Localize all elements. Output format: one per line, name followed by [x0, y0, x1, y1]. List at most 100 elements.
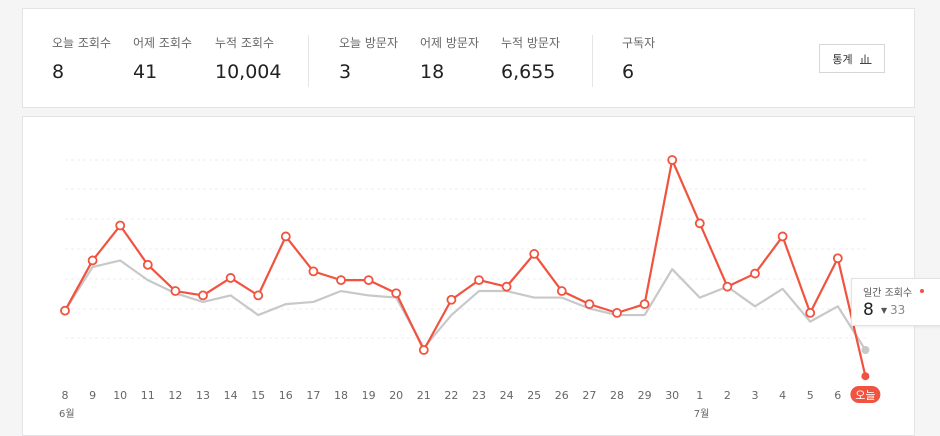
- x-tick-label: 1: [696, 389, 703, 402]
- x-tick-label: 15: [251, 389, 265, 402]
- stat-value: 6,655: [501, 61, 556, 83]
- x-tick-label: 18: [334, 389, 348, 402]
- x-tick-label: 12: [168, 389, 182, 402]
- x-tick-label: 30: [665, 389, 679, 402]
- stat-label: 구독자: [622, 36, 656, 50]
- stats-button-label: 통계: [832, 52, 853, 66]
- stat-value: 8: [52, 61, 65, 83]
- x-tick-label: 29: [638, 389, 652, 402]
- x-tick-label: 11: [141, 389, 155, 402]
- x-tick-label: 4: [779, 389, 786, 402]
- data-point-views: [694, 218, 705, 229]
- stat-value: 10,004: [215, 61, 282, 83]
- stat-label: 오늘 조회수: [52, 36, 112, 50]
- data-point-views: [501, 281, 512, 292]
- x-tick-label: 22: [444, 389, 458, 402]
- stat-label: 누적 조회수: [215, 36, 275, 50]
- stat-yesterday-visitors: 어제 방문자 18: [420, 34, 479, 83]
- data-point-views: [556, 286, 567, 296]
- x-tick-label: 21: [417, 389, 431, 402]
- stat-today-views: 오늘 조회수 8: [52, 34, 111, 83]
- month-label: 7월: [694, 408, 710, 420]
- data-point-views: [750, 268, 760, 279]
- data-point-views: [115, 220, 126, 231]
- data-point-views: [336, 275, 346, 286]
- stat-value: 6: [622, 61, 635, 83]
- data-point-views: [142, 259, 153, 270]
- stat-today-visitors: 오늘 방문자 3: [339, 34, 398, 83]
- data-point-views: [722, 281, 733, 292]
- data-point-views: [60, 305, 70, 316]
- stat-label: 오늘 방문자: [339, 36, 399, 50]
- bar-chart-icon: [859, 54, 872, 64]
- stat-value: 18: [420, 61, 445, 83]
- stat-total-visitors: 누적 방문자 6,655: [501, 34, 560, 83]
- month-label: 6월: [59, 408, 75, 420]
- data-point-views: [253, 290, 264, 301]
- x-tick-label: 27: [582, 389, 596, 402]
- data-point-views: [805, 307, 816, 318]
- divider: [592, 35, 593, 87]
- data-point-views: [667, 155, 678, 165]
- x-tick-label: 23: [472, 389, 486, 402]
- data-point-views: [198, 290, 208, 301]
- data-point-views: [280, 231, 291, 242]
- x-tick-label: 28: [610, 389, 624, 402]
- x-tick-label: 오늘: [855, 389, 875, 402]
- data-point-views: [225, 273, 236, 283]
- tooltip-previous-value: 33: [890, 303, 906, 317]
- stat-value: 3: [339, 61, 352, 83]
- x-tick-label: 24: [500, 389, 514, 402]
- data-point-views: [363, 275, 374, 286]
- data-point-views: [474, 275, 484, 286]
- x-tick-label: 14: [224, 389, 238, 402]
- x-tick-label: 5: [807, 389, 814, 402]
- data-point-views: [861, 372, 870, 381]
- data-point-views: [529, 249, 540, 259]
- stat-value: 41: [133, 61, 158, 83]
- stat-total-views: 누적 조회수 10,004: [215, 34, 281, 83]
- x-tick-label: 25: [527, 389, 541, 402]
- series-line-visitors: [64, 259, 867, 351]
- tooltip-down-arrow-icon: ▼: [881, 306, 888, 315]
- stat-label: 누적 방문자: [501, 36, 561, 50]
- daily-views-chart: [22, 116, 915, 436]
- data-point-views: [639, 299, 650, 310]
- data-point-views: [87, 255, 98, 266]
- today-badge: [850, 386, 881, 403]
- tooltip-title: 일간 조회수: [863, 288, 913, 299]
- x-tick-label: 9: [89, 389, 96, 402]
- x-tick-label: 6: [834, 389, 841, 402]
- x-tick-label: 13: [196, 389, 210, 402]
- line-chart: 8 9 10 11 12 13 14 15 16 17 18 19 20 21 22 23 24 25 26 27 28…: [59, 155, 881, 420]
- data-point-visitors: [861, 346, 870, 354]
- tooltip-value: 8: [863, 300, 874, 320]
- stat-label: 어제 조회수: [133, 36, 193, 50]
- x-tick-label: 16: [279, 389, 293, 402]
- x-tick-label: 26: [555, 389, 569, 402]
- data-point-views: [418, 345, 429, 355]
- x-tick-label: 17: [306, 389, 320, 402]
- data-point-views: [308, 266, 319, 277]
- stat-subscribers: 구독자 6: [622, 34, 655, 83]
- data-point-views: [446, 294, 457, 305]
- series-line-views: [64, 158, 867, 377]
- x-tick-label: 8: [62, 389, 69, 402]
- data-point-views: [832, 253, 843, 264]
- x-tick-label: 3: [752, 389, 759, 402]
- x-tick-label: 20: [389, 389, 403, 402]
- x-tick-label: 2: [724, 389, 731, 402]
- stats-button[interactable]: 통계: [819, 44, 885, 73]
- chart-tooltip: 일간 조회수 8 ▼ 33: [851, 278, 940, 326]
- stat-yesterday-views: 어제 조회수 41: [133, 34, 192, 83]
- tooltip-series-dot: [920, 289, 924, 293]
- x-tick-label: 19: [362, 389, 376, 402]
- stats-summary: 오늘 조회수 8 어제 조회수 41 누적 조회수 10,004 오늘 방문자 …: [22, 8, 915, 108]
- stat-label: 어제 방문자: [420, 36, 480, 50]
- divider: [308, 35, 309, 87]
- data-point-views: [612, 307, 622, 318]
- data-point-views: [391, 288, 402, 299]
- data-point-views: [777, 231, 788, 242]
- data-point-views: [584, 299, 595, 310]
- x-tick-label: 10: [113, 389, 127, 402]
